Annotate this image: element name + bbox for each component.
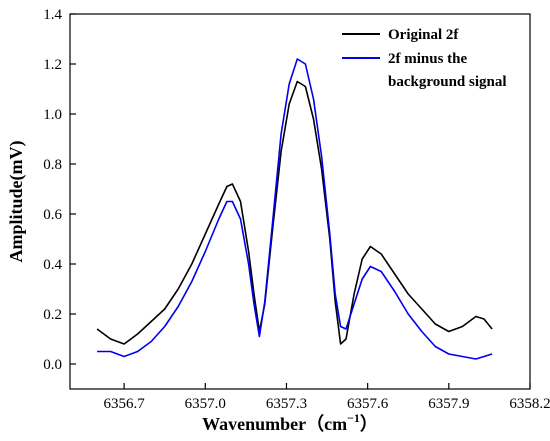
x-axis-title-main: Wavenumber（cm: [202, 414, 347, 434]
y-tick-label: 0.8: [43, 157, 62, 173]
legend-label-2f-minus-background-line2: background signal: [388, 74, 507, 90]
x-tick-label: 6358.2: [509, 396, 550, 412]
x-axis-title-superscript: −1: [347, 411, 360, 425]
axis-ticks: 0.0 0.2 0.4 0.6 0.8 1.0 1.2 1.4 6356.7 6357.0 6357…: [43, 7, 550, 412]
y-tick-label: 1.4: [43, 7, 62, 23]
legend: Original 2f 2f minus the background sign…: [342, 27, 507, 90]
y-tick-label: 0.0: [43, 357, 62, 373]
y-tick-label: 1.2: [43, 57, 62, 73]
y-tick-label: 0.2: [43, 307, 62, 323]
x-tick-label: 6357.9: [428, 396, 469, 412]
x-axis-title-close: ）: [360, 414, 378, 434]
plot-frame: [69, 13, 531, 390]
series-line-2f-minus-background: [97, 58, 493, 360]
series-line-original-2f: [96, 80, 493, 345]
x-axis-title: Wavenumber（cm−1）: [202, 411, 378, 434]
y-tick-label: 1.0: [43, 107, 62, 123]
legend-label-2f-minus-background-line1: 2f minus the: [388, 51, 468, 67]
legend-label-original-2f: Original 2f: [388, 27, 459, 43]
x-tick-label: 6356.7: [103, 396, 145, 412]
y-tick-label: 0.4: [43, 257, 62, 273]
x-tick-label: 6357.6: [347, 396, 389, 412]
x-tick-label: 6357.0: [185, 396, 226, 412]
y-axis-title: Amplitude(mV): [6, 141, 27, 263]
y-tick-label: 0.6: [43, 207, 62, 223]
series-lines: [96, 58, 493, 360]
x-tick-label: 6357.3: [266, 396, 307, 412]
